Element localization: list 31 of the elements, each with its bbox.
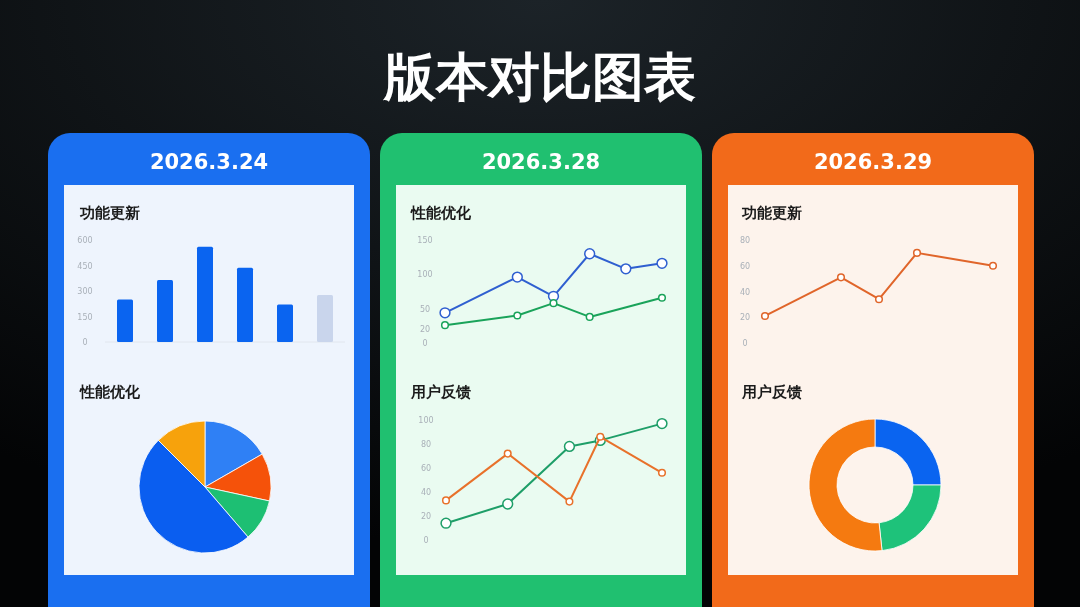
chart-title: 性能优化 [410, 204, 472, 222]
chart-title: 性能优化 [79, 383, 141, 401]
y-tick-label: 450 [77, 261, 93, 271]
y-tick-label: 150 [77, 312, 93, 322]
y-tick-label: 60 [420, 464, 432, 473]
y-tick-label: 20 [420, 512, 432, 521]
chart-subtitle: 2026.3.28 [481, 150, 601, 174]
y-tick-label: 0 [423, 536, 429, 545]
y-tick-label: 150 [417, 236, 433, 245]
y-tick-label: 40 [420, 488, 432, 497]
y-tick-label: 300 [77, 287, 93, 296]
y-tick-label: 100 [417, 270, 433, 280]
chart-subtitle: 2026.3.29 [813, 150, 933, 174]
chart-title: 功能更新 [79, 204, 140, 222]
y-tick-label: 40 [739, 287, 751, 297]
y-tick-label: 0 [742, 339, 748, 348]
chart-title: 功能更新 [741, 204, 802, 222]
y-tick-label: 600 [77, 236, 93, 245]
chart-title: 用户反馈 [741, 383, 802, 401]
text: 版本对比图表 [382, 47, 696, 107]
y-tick-label: 0 [422, 339, 428, 348]
y-tick-label: 20 [739, 313, 751, 323]
y-tick-label: 50 [419, 304, 431, 314]
y-tick-label: 20 [419, 325, 431, 335]
y-tick-label: 60 [739, 261, 751, 271]
y-tick-label: 0 [82, 338, 88, 347]
y-tick-label: 80 [739, 236, 751, 245]
y-tick-label: 80 [420, 440, 432, 449]
chart-title: 用户反馈 [410, 383, 471, 401]
y-tick-label: 100 [418, 416, 434, 425]
chart-subtitle: 2026.3.24 [149, 150, 269, 174]
